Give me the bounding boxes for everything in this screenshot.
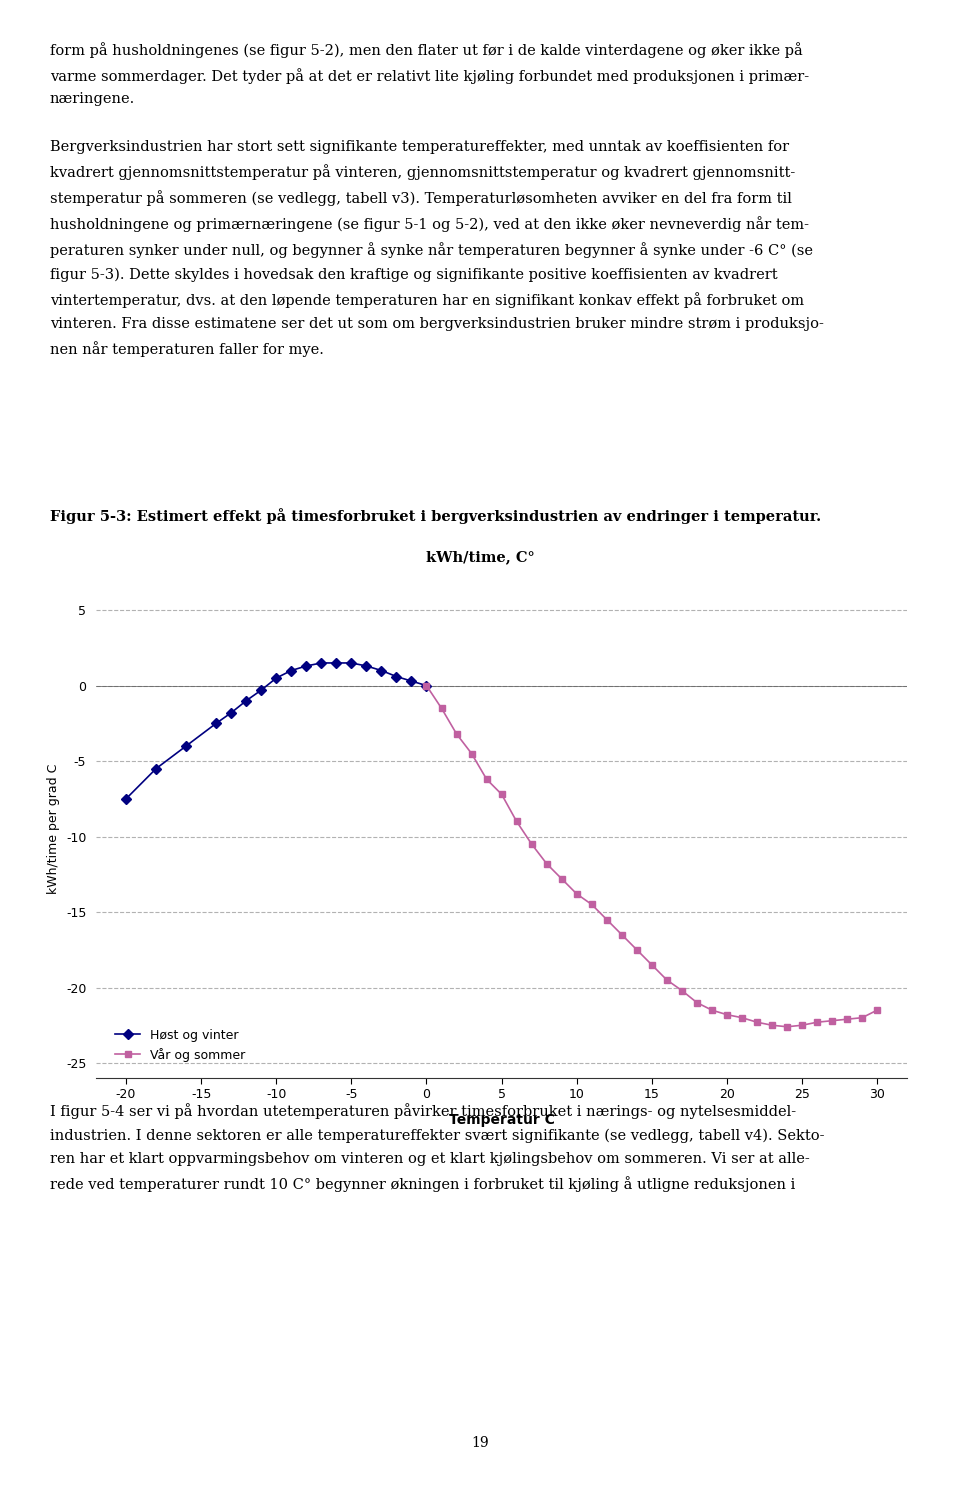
Høst og vinter [361, 657, 372, 675]
Høst og vinter [391, 668, 402, 686]
Vår og sommer [571, 885, 583, 903]
Vår og sommer [646, 956, 658, 974]
Vår og sommer [481, 770, 492, 788]
Vår og sommer [616, 926, 628, 944]
Høst og vinter [316, 654, 327, 672]
Vår og sommer [781, 1017, 793, 1035]
Text: Bergverksindustrien har stort sett signifikante temperatureffekter, med unntak a: Bergverksindustrien har stort sett signi… [50, 140, 824, 357]
Høst og vinter [120, 790, 132, 807]
Høst og vinter [240, 691, 252, 709]
Vår og sommer [691, 993, 703, 1011]
X-axis label: Temperatur C: Temperatur C [448, 1112, 555, 1127]
Vår og sommer [811, 1013, 823, 1030]
Høst og vinter [271, 669, 282, 687]
Text: 19: 19 [471, 1436, 489, 1450]
Line: Høst og vinter: Høst og vinter [123, 659, 430, 803]
Vår og sommer [420, 677, 432, 694]
Vår og sommer [796, 1016, 807, 1033]
Text: I figur 5-4 ser vi på hvordan utetemperaturen påvirker timesforbruket i nærings-: I figur 5-4 ser vi på hvordan utetempera… [50, 1103, 825, 1191]
Vår og sommer [872, 1001, 883, 1019]
Vår og sommer [586, 895, 597, 913]
Vår og sommer [827, 1011, 838, 1029]
Vår og sommer [540, 855, 552, 873]
Vår og sommer [556, 870, 567, 888]
Høst og vinter [300, 657, 312, 675]
Høst og vinter [226, 703, 237, 721]
Høst og vinter [180, 738, 192, 755]
Vår og sommer [766, 1016, 778, 1033]
Legend: Høst og vinter, Vår og sommer: Høst og vinter, Vår og sommer [110, 1023, 251, 1066]
Vår og sommer [841, 1010, 852, 1028]
Vår og sommer [451, 726, 463, 744]
Vår og sommer [707, 1001, 718, 1019]
Vår og sommer [511, 812, 522, 830]
Høst og vinter [346, 654, 357, 672]
Høst og vinter [330, 654, 342, 672]
Vår og sommer [752, 1013, 763, 1030]
Høst og vinter [210, 714, 222, 732]
Høst og vinter [255, 681, 267, 699]
Høst og vinter [375, 662, 387, 680]
Høst og vinter [285, 662, 297, 680]
Vår og sommer [526, 836, 538, 854]
Høst og vinter [420, 677, 432, 694]
Vår og sommer [631, 941, 642, 959]
Vår og sommer [676, 981, 687, 999]
Vår og sommer [495, 785, 507, 803]
Vår og sommer [736, 1008, 748, 1026]
Vår og sommer [856, 1008, 868, 1026]
Y-axis label: kWh/time per grad C: kWh/time per grad C [47, 764, 60, 894]
Line: Vår og sommer: Vår og sommer [423, 683, 880, 1030]
Vår og sommer [436, 699, 447, 717]
Text: kWh/time, C°: kWh/time, C° [425, 550, 535, 564]
Høst og vinter [151, 760, 162, 778]
Vår og sommer [661, 971, 673, 989]
Høst og vinter [406, 672, 418, 690]
Vår og sommer [721, 1005, 732, 1023]
Text: form på husholdningenes (se figur 5-2), men den flater ut før i de kalde vinterd: form på husholdningenes (se figur 5-2), … [50, 42, 809, 107]
Text: Figur 5-3: Estimert effekt på timesforbruket i bergverksindustrien av endringer : Figur 5-3: Estimert effekt på timesforbr… [50, 509, 821, 525]
Vår og sommer [601, 910, 612, 928]
Vår og sommer [466, 745, 477, 763]
